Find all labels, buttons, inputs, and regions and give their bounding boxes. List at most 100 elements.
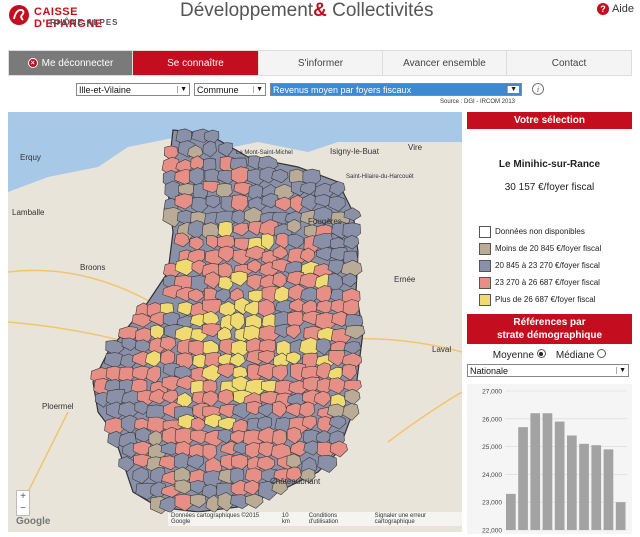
commune-polygon[interactable] — [329, 181, 346, 197]
commune-polygon[interactable] — [148, 430, 163, 449]
tab-se-connaitre[interactable]: Se connaître — [133, 51, 259, 75]
commune-polygon[interactable] — [344, 325, 366, 340]
median-radio[interactable] — [597, 349, 607, 358]
indicator-select[interactable]: Revenus moyen par foyers fiscaux ▼ — [270, 83, 522, 96]
chart-bar[interactable] — [603, 449, 614, 530]
chart-bar[interactable] — [615, 502, 626, 530]
commune-polygon[interactable] — [271, 480, 288, 496]
commune-polygon[interactable] — [257, 155, 279, 173]
commune-polygon[interactable] — [159, 336, 177, 352]
commune-polygon[interactable] — [342, 403, 360, 421]
commune-polygon[interactable] — [187, 144, 204, 160]
commune-polygon[interactable] — [118, 401, 138, 420]
chart-bar[interactable] — [567, 435, 577, 530]
commune-polygon[interactable] — [202, 140, 217, 158]
commune-polygon[interactable] — [160, 349, 175, 368]
commune-polygon[interactable] — [203, 129, 220, 145]
logout-button[interactable]: × Me déconnecter — [9, 51, 133, 75]
commune-polygon[interactable] — [328, 415, 347, 430]
department-select[interactable]: Ille-et-Vilaine ▼ — [76, 83, 190, 96]
commune-polygon[interactable] — [329, 440, 348, 458]
commune-polygon[interactable] — [163, 145, 179, 162]
commune-polygon[interactable] — [230, 311, 246, 332]
chart-bar[interactable] — [518, 427, 528, 530]
commune-polygon[interactable] — [317, 454, 338, 473]
scope-select[interactable]: Nationale ▼ — [467, 364, 629, 377]
tab-contact[interactable]: Contact — [507, 51, 631, 75]
chart-bar[interactable] — [506, 493, 516, 530]
commune-polygon[interactable] — [145, 365, 161, 384]
commune-polygon[interactable] — [105, 339, 125, 356]
commune-polygon[interactable] — [340, 259, 363, 278]
commune-polygon[interactable] — [229, 352, 246, 368]
commune-polygon[interactable] — [271, 169, 289, 184]
median-option[interactable]: Médiane — [556, 349, 607, 361]
commune-polygon[interactable] — [343, 379, 362, 394]
commune-polygon[interactable] — [300, 247, 316, 264]
help-link[interactable]: ? Aide — [596, 3, 634, 15]
commune-polygon[interactable] — [191, 196, 208, 215]
commune-polygon[interactable] — [261, 233, 275, 251]
commune-polygon[interactable] — [186, 454, 205, 470]
choropleth-map[interactable]: Erquy Lamballe Broons Ploermel Le Mont-Saint… — [8, 112, 462, 532]
commune-polygon[interactable] — [299, 401, 315, 420]
commune-polygon[interactable] — [232, 249, 251, 266]
commune-polygon[interactable] — [215, 182, 233, 200]
commune-polygon[interactable] — [189, 236, 204, 251]
commune-polygon[interactable] — [272, 364, 288, 382]
commune-polygon[interactable] — [343, 341, 362, 355]
commune-polygon[interactable] — [218, 142, 233, 158]
tab-s-informer[interactable]: S'informer — [259, 51, 383, 75]
commune-polygon[interactable] — [190, 416, 206, 433]
tab-avancer-ensemble[interactable]: Avancer ensemble — [383, 51, 507, 75]
commune-polygon[interactable] — [202, 443, 218, 462]
commune-polygon[interactable] — [189, 167, 205, 187]
commune-polygon[interactable] — [132, 466, 149, 484]
commune-polygon[interactable] — [286, 310, 305, 331]
commune-polygon[interactable] — [317, 415, 332, 435]
commune-polygon[interactable] — [189, 493, 207, 508]
chart-bar[interactable] — [591, 445, 602, 530]
mean-option[interactable]: Moyenne — [493, 349, 546, 361]
info-icon[interactable]: i — [532, 83, 544, 95]
commune-polygon[interactable] — [302, 168, 321, 188]
commune-polygon[interactable] — [272, 428, 287, 449]
commune-polygon[interactable] — [256, 455, 276, 472]
commune-polygon[interactable] — [285, 351, 301, 366]
commune-polygon[interactable] — [272, 245, 289, 260]
commune-polygon[interactable] — [201, 363, 222, 383]
commune-polygon[interactable] — [342, 222, 361, 241]
mean-radio[interactable] — [536, 349, 546, 358]
chart-bar[interactable] — [579, 443, 589, 530]
chart-bar[interactable] — [542, 413, 553, 530]
commune-polygon[interactable] — [343, 207, 362, 221]
zoom-in-button[interactable]: + — [20, 491, 26, 502]
commune-polygon[interactable] — [150, 324, 165, 342]
commune-polygon[interactable] — [202, 310, 220, 328]
commune-polygon[interactable] — [286, 219, 302, 234]
commune-polygon[interactable] — [232, 222, 249, 237]
commune-polygon[interactable] — [118, 456, 135, 472]
chart-bar[interactable] — [554, 421, 565, 530]
commune-polygon[interactable] — [341, 272, 357, 288]
commune-polygon[interactable] — [205, 195, 221, 209]
commune-polygon[interactable] — [218, 301, 237, 318]
map[interactable]: Erquy Lamballe Broons Ploermel Le Mont-Saint… — [8, 112, 462, 532]
commune-polygon[interactable] — [328, 195, 346, 212]
map-terms-link[interactable]: Conditions d'utilisation — [308, 513, 339, 525]
commune-polygon[interactable] — [343, 234, 360, 250]
map-report-link[interactable]: Signaler une erreur cartographique — [374, 513, 427, 525]
zoom-out-button[interactable]: − — [20, 503, 26, 514]
commune-polygon[interactable] — [173, 232, 190, 248]
commune-polygon[interactable] — [341, 364, 358, 381]
commune-polygon[interactable] — [287, 233, 305, 249]
commune-polygon[interactable] — [285, 324, 302, 340]
chart-bar[interactable] — [530, 413, 541, 530]
commune-polygon[interactable] — [301, 415, 317, 430]
commune-polygon[interactable] — [258, 325, 280, 344]
commune-polygon[interactable] — [245, 493, 264, 509]
commune-polygon[interactable] — [300, 468, 316, 484]
logo[interactable]: CAISSE D'EPARGNE RHÔNE ALPES — [8, 4, 148, 30]
commune-polygon[interactable] — [257, 480, 278, 501]
commune-polygon[interactable] — [286, 453, 302, 470]
